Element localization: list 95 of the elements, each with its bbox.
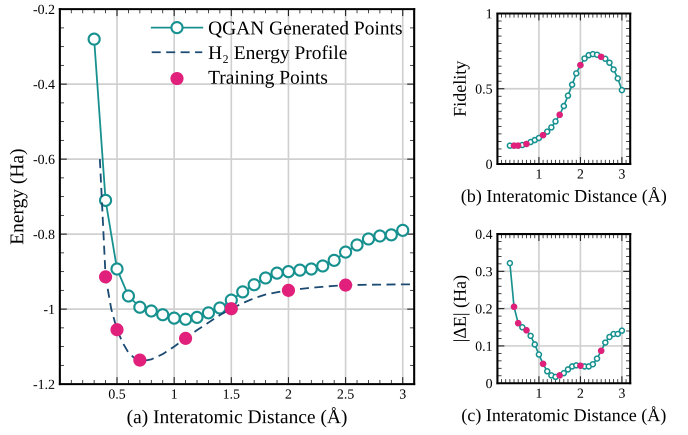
x-axis-title: (b) Interatomic Distance (Å) [462,187,666,206]
point [362,232,376,246]
y-tick-label: 0.5 [476,84,492,94]
y-tick-label: 0.3 [476,266,492,276]
point [552,118,559,125]
point [168,312,181,325]
y-tick-label: -1 [44,304,54,314]
y-tick-label: -0.2 [34,4,54,14]
point [573,70,580,77]
point [564,366,572,373]
point [98,194,112,207]
point [213,301,226,315]
y-tick-label: 0.1 [476,342,492,351]
point [506,260,514,266]
x-axis-title: (c) Interatomic Distance (Å) [462,406,666,425]
point [548,124,555,131]
point [606,59,613,66]
x-tick-label: 1 [536,388,542,398]
point [88,32,101,46]
x-tick-label: 0.5 [108,389,126,399]
y-tick-label: 1 [486,9,492,18]
x-tick-label: 3 [619,169,625,179]
point [202,306,216,320]
x-tick-label: 1.5 [224,389,240,399]
legend-label: QGAN Generated Points [208,20,402,38]
point [339,246,352,259]
y-axis-title: Fidelity [453,60,470,116]
point [236,285,250,298]
y-tick-label: 0 [486,378,492,388]
point [384,228,398,242]
point [560,102,568,110]
y-tick-label: -1.2 [34,380,54,390]
y-tick-label: -0.8 [34,230,54,240]
point [532,341,538,348]
point [618,86,626,94]
point [527,332,534,340]
point [602,339,609,346]
point [282,284,296,297]
point [144,304,158,318]
point [133,354,146,367]
point [258,271,272,285]
y-axis-title: |ΔE| (Ha) [453,276,470,342]
point [328,254,341,267]
y-tick-label: -0.4 [34,80,55,90]
point [594,355,600,362]
point [270,266,284,280]
point [350,238,364,252]
point [224,302,238,316]
point [614,75,622,82]
point [178,332,192,345]
point [544,368,550,375]
y-tick-label: -0.6 [34,154,55,164]
x-tick-label: 2 [578,169,584,178]
point [293,264,306,277]
point [614,330,622,338]
legend-label: Training Points [208,70,328,88]
legend-label: H₂ Energy Profile [208,45,347,64]
point [98,270,112,284]
y-tick-label: 0.2 [476,304,492,314]
y-axis-title: Energy (Ha) [10,149,28,244]
point [248,278,261,292]
x-tick-label: 3 [619,388,625,398]
y-tick-label: 0 [486,160,492,169]
point [536,351,542,358]
point [568,81,576,88]
point [304,262,318,276]
point [339,278,352,292]
y-tick-label: 0.4 [476,230,492,240]
point [133,300,146,314]
point [564,92,572,99]
point [610,66,617,73]
point [606,334,613,340]
point [190,310,204,324]
x-tick-label: 1 [172,389,177,399]
point [110,323,124,336]
x-tick-label: 2.5 [338,389,354,399]
point [316,259,330,273]
point [519,324,526,331]
point [122,289,136,303]
x-tick-label: 1 [536,169,542,178]
point [373,229,386,243]
x-axis-title: (a) Interatomic Distance (Å) [127,407,347,428]
point [618,327,626,334]
point [544,128,550,135]
point [282,265,296,278]
point [156,308,170,322]
point [178,312,192,326]
point [110,262,124,276]
point [590,360,596,368]
x-tick-label: 2 [286,389,292,399]
point [581,55,588,62]
point [536,134,542,142]
x-tick-label: 3 [400,389,406,399]
point [396,224,410,237]
x-tick-label: 2 [578,388,584,398]
